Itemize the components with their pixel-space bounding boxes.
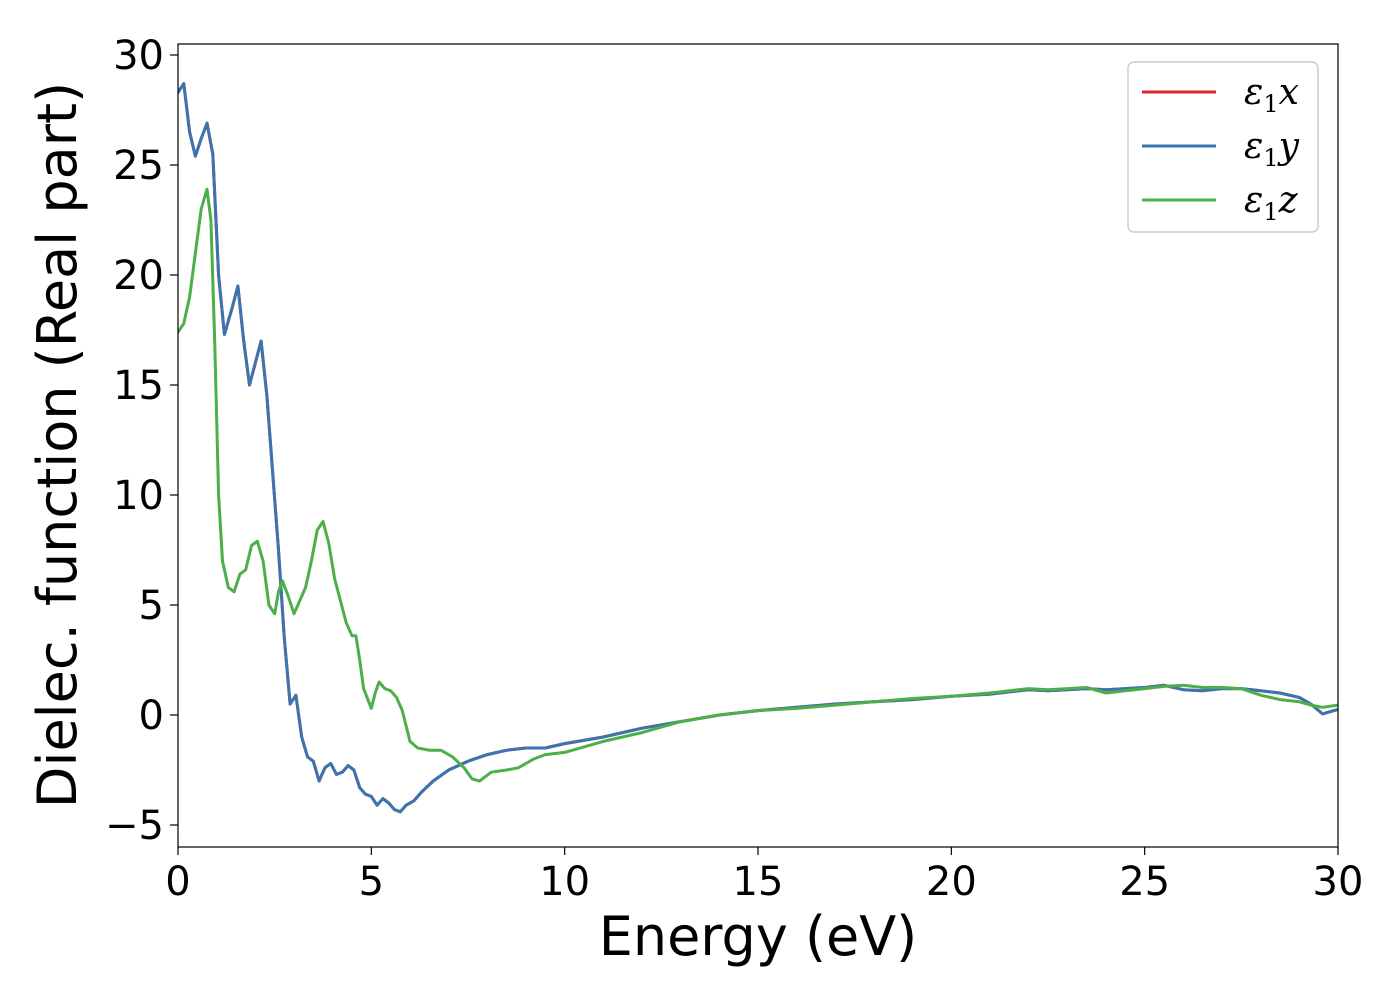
series-line-z [178, 187, 1338, 783]
legend-label-z: ε1z [1244, 180, 1299, 226]
series-line-y [178, 82, 1338, 814]
y-tick-label: 5 [139, 583, 164, 629]
y-axis-title: Dielec. function (Real part) [26, 82, 89, 808]
legend: ε1x ε1y ε1z [1127, 61, 1319, 233]
x-tick-label: 0 [165, 859, 190, 905]
x-tick-label: 5 [359, 859, 384, 905]
x-tick-label: 15 [733, 859, 784, 905]
x-tick-label: 20 [926, 859, 977, 905]
legend-label-x: ε1x [1244, 72, 1299, 118]
x-axis-title: Energy (eV) [599, 905, 918, 968]
y-tick-label: 10 [113, 473, 164, 519]
y-tick-label: 30 [113, 33, 164, 79]
legend-label-y: ε1y [1244, 126, 1300, 172]
series-layer [178, 82, 1338, 814]
y-axis: −5 0 5 10 15 20 25 30 [105, 33, 178, 849]
x-tick-label: 25 [1119, 859, 1170, 905]
x-tick-label: 30 [1313, 859, 1364, 905]
y-tick-label: −5 [105, 803, 164, 849]
legend-box [1127, 61, 1319, 233]
y-tick-label: 0 [139, 693, 164, 739]
x-tick-label: 10 [539, 859, 590, 905]
y-tick-label: 20 [113, 253, 164, 299]
x-axis: 0 5 10 15 20 25 30 [165, 847, 1363, 905]
y-tick-label: 15 [113, 363, 164, 409]
y-tick-label: 25 [113, 143, 164, 189]
